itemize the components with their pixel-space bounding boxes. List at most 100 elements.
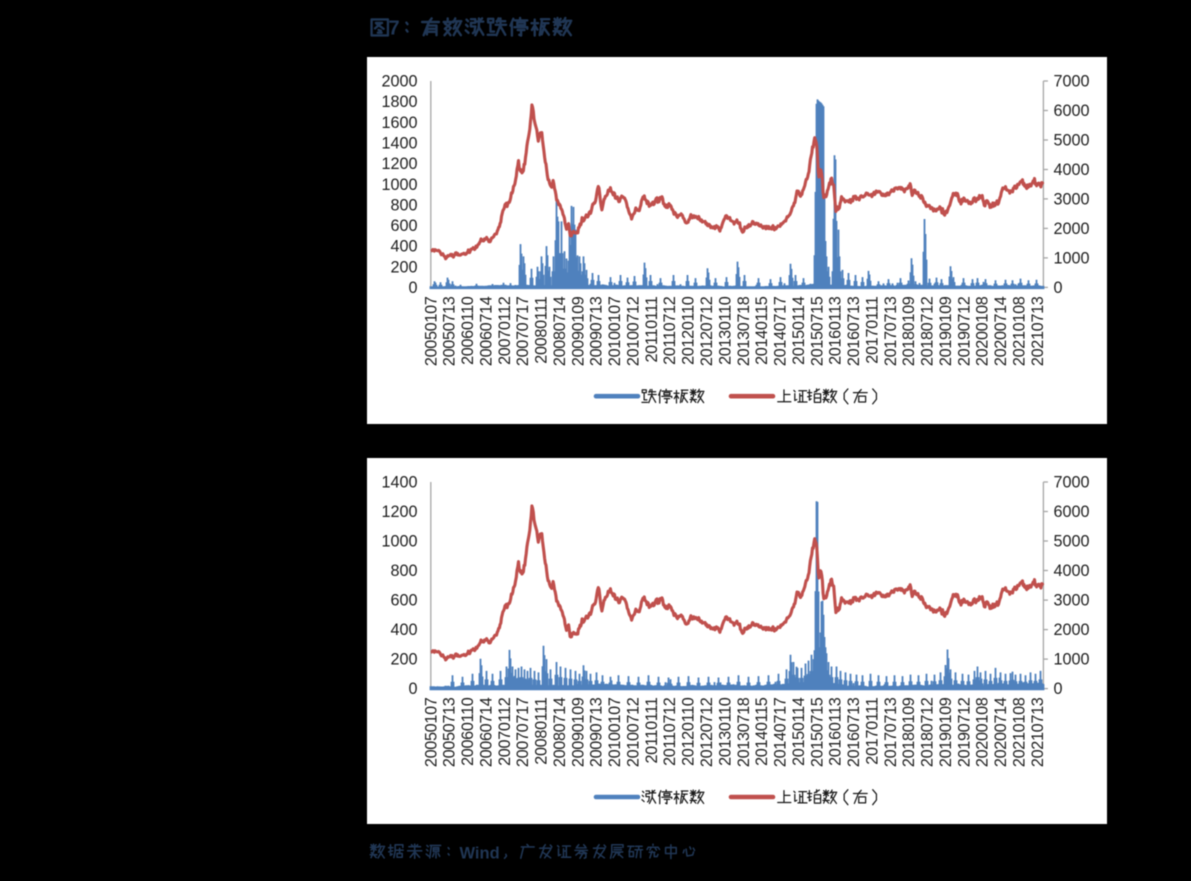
svg-text:20190712: 20190712 — [955, 296, 973, 366]
svg-text:20070717: 20070717 — [514, 296, 532, 366]
svg-text:20060110: 20060110 — [459, 697, 477, 766]
svg-text:2000: 2000 — [381, 73, 417, 91]
svg-text:Wind: Wind — [460, 845, 500, 863]
svg-text:800: 800 — [390, 196, 417, 214]
svg-text:2000: 2000 — [1054, 621, 1090, 639]
svg-text:400: 400 — [390, 238, 417, 256]
svg-text:20160113: 20160113 — [827, 296, 845, 365]
svg-text:20200108: 20200108 — [974, 296, 992, 366]
svg-text:20180712: 20180712 — [919, 296, 937, 366]
svg-text:3000: 3000 — [1054, 191, 1090, 209]
svg-text:20160713: 20160713 — [845, 296, 863, 366]
svg-text:20140115: 20140115 — [753, 296, 771, 365]
svg-text:20160113: 20160113 — [827, 697, 845, 766]
svg-text:1400: 1400 — [381, 474, 417, 492]
svg-text:20090109: 20090109 — [569, 296, 587, 366]
svg-text:20180109: 20180109 — [900, 697, 918, 767]
svg-text:20190109: 20190109 — [937, 697, 955, 767]
svg-text:20190712: 20190712 — [955, 697, 973, 767]
svg-text:20080714: 20080714 — [551, 697, 569, 767]
svg-text:1800: 1800 — [381, 93, 417, 111]
svg-text:20100107: 20100107 — [606, 697, 624, 767]
svg-text:600: 600 — [390, 592, 417, 610]
svg-text:20110712: 20110712 — [661, 697, 679, 766]
svg-text:20130110: 20130110 — [716, 296, 734, 365]
svg-text:20170111: 20170111 — [863, 296, 881, 364]
svg-text:600: 600 — [390, 217, 417, 235]
svg-text:1000: 1000 — [381, 533, 417, 551]
svg-text:20210108: 20210108 — [1011, 296, 1029, 366]
svg-text:1600: 1600 — [381, 114, 417, 132]
svg-text:1200: 1200 — [381, 503, 417, 521]
svg-text:20210713: 20210713 — [1029, 697, 1047, 767]
svg-text:20110712: 20110712 — [661, 296, 679, 365]
svg-text:20170713: 20170713 — [882, 697, 900, 767]
svg-text:1000: 1000 — [1054, 651, 1090, 669]
svg-text:20130718: 20130718 — [735, 296, 753, 366]
svg-text:20210713: 20210713 — [1029, 296, 1047, 366]
svg-text:5000: 5000 — [1054, 132, 1090, 150]
svg-text:20110111: 20110111 — [643, 296, 661, 362]
svg-text:20070717: 20070717 — [514, 697, 532, 767]
svg-text:5000: 5000 — [1054, 533, 1090, 551]
svg-text:20050713: 20050713 — [441, 296, 459, 366]
svg-text:7000: 7000 — [1054, 474, 1090, 492]
svg-text:20060110: 20060110 — [459, 296, 477, 365]
svg-text:1000: 1000 — [1054, 250, 1090, 268]
svg-text:20180712: 20180712 — [919, 697, 937, 767]
svg-text:20180109: 20180109 — [900, 296, 918, 366]
svg-text:20130110: 20130110 — [716, 697, 734, 766]
svg-text:7: 7 — [389, 18, 400, 40]
svg-text:20130718: 20130718 — [735, 697, 753, 767]
svg-text:20060714: 20060714 — [477, 296, 495, 366]
svg-text:0: 0 — [1054, 279, 1063, 297]
svg-text:20090109: 20090109 — [569, 697, 587, 767]
svg-text:20160713: 20160713 — [845, 697, 863, 767]
svg-text:0: 0 — [408, 279, 417, 297]
svg-text:20190109: 20190109 — [937, 296, 955, 366]
svg-text:20170111: 20170111 — [863, 697, 881, 765]
svg-text:20120712: 20120712 — [698, 296, 716, 366]
svg-text:20150715: 20150715 — [808, 697, 826, 767]
svg-text:20150114: 20150114 — [790, 296, 808, 365]
svg-text:20140717: 20140717 — [772, 296, 790, 366]
svg-text:20070112: 20070112 — [496, 296, 514, 365]
svg-text:0: 0 — [1054, 680, 1063, 698]
svg-text:20080714: 20080714 — [551, 296, 569, 366]
svg-text:6000: 6000 — [1054, 503, 1090, 521]
svg-text:800: 800 — [390, 562, 417, 580]
svg-text:20120712: 20120712 — [698, 697, 716, 767]
svg-text:20050713: 20050713 — [441, 697, 459, 767]
svg-text:20080111: 20080111 — [533, 296, 551, 364]
svg-text:7000: 7000 — [1054, 73, 1090, 91]
svg-text:20140717: 20140717 — [772, 697, 790, 767]
svg-text:3000: 3000 — [1054, 592, 1090, 610]
svg-text:1200: 1200 — [381, 155, 417, 173]
svg-text:20100712: 20100712 — [625, 296, 643, 366]
svg-text:20170713: 20170713 — [882, 296, 900, 366]
svg-text:20150114: 20150114 — [790, 697, 808, 766]
svg-text:0: 0 — [408, 680, 417, 698]
svg-text:20050107: 20050107 — [422, 296, 440, 366]
svg-text:20100107: 20100107 — [606, 296, 624, 366]
svg-text:6000: 6000 — [1054, 102, 1090, 120]
svg-text:20200108: 20200108 — [974, 697, 992, 767]
svg-text:20120110: 20120110 — [680, 296, 698, 365]
svg-text:20210108: 20210108 — [1011, 697, 1029, 767]
svg-text:4000: 4000 — [1054, 161, 1090, 179]
svg-text:20060714: 20060714 — [477, 697, 495, 767]
svg-text:20090713: 20090713 — [588, 296, 606, 366]
svg-text:20050107: 20050107 — [422, 697, 440, 767]
svg-text:20100712: 20100712 — [625, 697, 643, 767]
svg-text:20140115: 20140115 — [753, 697, 771, 766]
svg-text:200: 200 — [390, 258, 417, 276]
svg-text:20070112: 20070112 — [496, 697, 514, 766]
svg-text:20200714: 20200714 — [992, 296, 1010, 366]
svg-text:20120110: 20120110 — [680, 697, 698, 766]
svg-text:20080111: 20080111 — [533, 697, 551, 765]
svg-text:400: 400 — [390, 621, 417, 639]
svg-text:200: 200 — [390, 651, 417, 669]
svg-text:20090713: 20090713 — [588, 697, 606, 767]
svg-text:20200714: 20200714 — [992, 697, 1010, 767]
svg-text:1000: 1000 — [381, 176, 417, 194]
